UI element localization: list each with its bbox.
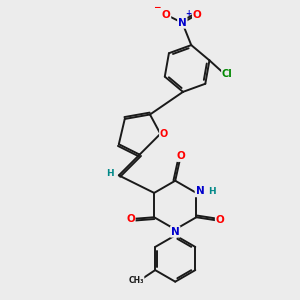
Text: O: O	[162, 11, 170, 20]
Text: −: −	[153, 3, 161, 12]
Text: N: N	[196, 186, 204, 197]
Text: H: H	[106, 169, 114, 178]
Text: CH₃: CH₃	[128, 276, 144, 285]
Text: O: O	[193, 11, 202, 20]
Text: Cl: Cl	[222, 69, 232, 79]
Text: N: N	[178, 18, 187, 28]
Text: O: O	[216, 215, 224, 225]
Text: +: +	[186, 9, 192, 18]
Text: N: N	[171, 227, 180, 237]
Text: O: O	[160, 129, 168, 139]
Text: H: H	[208, 187, 216, 196]
Text: O: O	[126, 214, 135, 224]
Text: O: O	[177, 151, 186, 161]
